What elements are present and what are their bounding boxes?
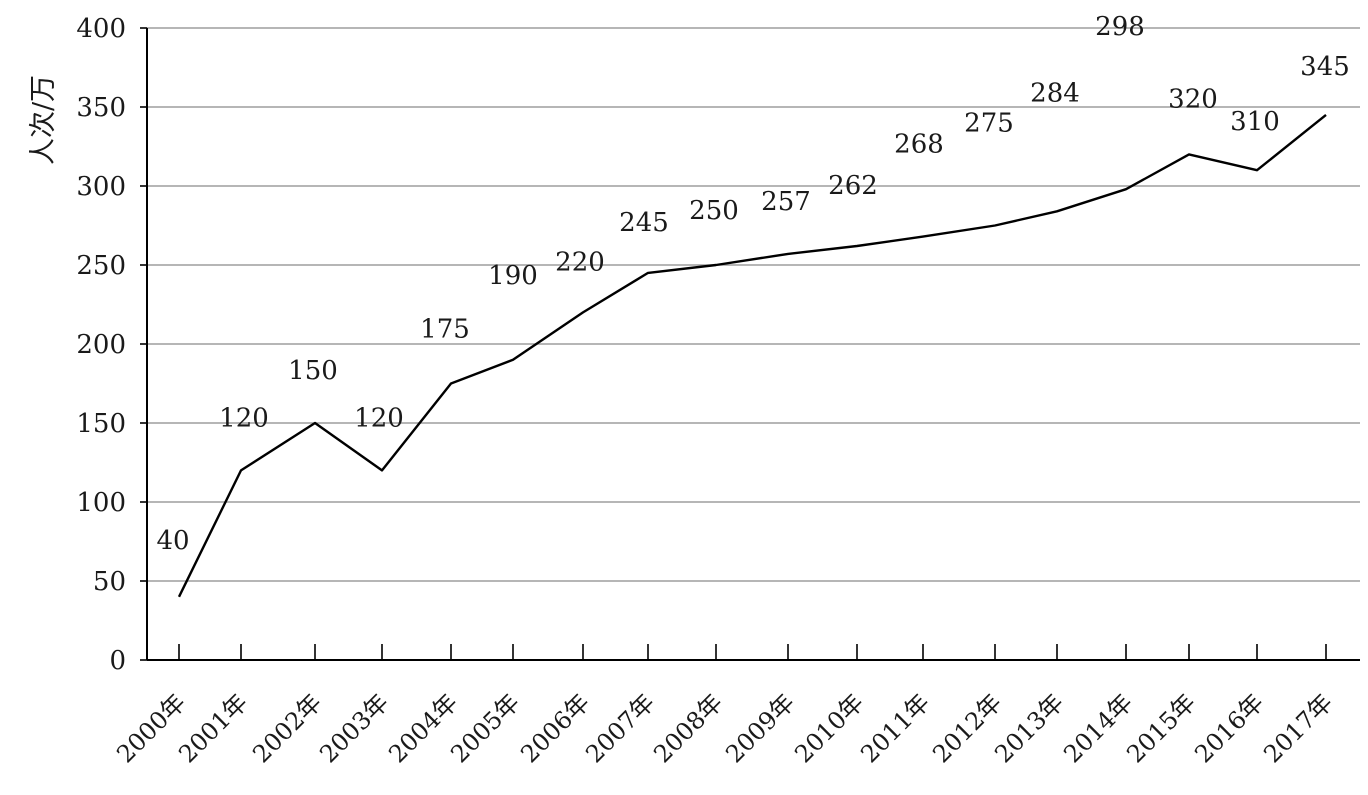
y-tick-label: 100 (76, 488, 126, 518)
x-tick-label: 2014年 (1058, 688, 1138, 768)
data-label: 150 (288, 356, 338, 386)
y-tick-label: 200 (76, 330, 126, 360)
data-label: 262 (828, 171, 878, 201)
data-label: 284 (1030, 78, 1080, 108)
data-label: 175 (420, 315, 470, 345)
data-label: 120 (354, 403, 404, 433)
x-tick-label: 2010年 (789, 688, 869, 768)
y-tick-label: 150 (76, 409, 126, 439)
data-label: 345 (1300, 52, 1350, 82)
y-tick-label: 400 (76, 14, 126, 44)
gridlines (147, 27, 1360, 582)
data-labels: 40 120 150 120 175 190 220 245 250 257 262 268 275 28… (156, 12, 1349, 556)
x-tick-label: 2012年 (927, 688, 1007, 768)
data-label: 120 (219, 403, 269, 433)
x-tick-label: 2009年 (720, 688, 800, 768)
series (177, 113, 1327, 598)
data-label: 298 (1095, 12, 1145, 42)
x-tick-label: 2006年 (515, 688, 595, 768)
x-tick-label: 2000年 (111, 688, 191, 768)
y-tick-label: 300 (76, 172, 126, 202)
x-tick-label: 2007年 (580, 688, 660, 768)
data-label: 245 (619, 208, 669, 238)
y-tick-label: 50 (93, 567, 126, 597)
x-tick-label: 2004年 (383, 688, 463, 768)
y-tick-label: 0 (109, 646, 126, 676)
data-label: 220 (555, 247, 605, 277)
x-tick-label: 2017年 (1258, 688, 1338, 768)
data-label: 190 (488, 261, 538, 291)
y-axis-title: 人次/万 (28, 75, 59, 165)
x-tick-label: 2002年 (247, 688, 327, 768)
data-label: 268 (894, 130, 944, 160)
x-tick-label: 2003年 (314, 688, 394, 768)
x-tick-label: 2013年 (989, 688, 1069, 768)
data-label: 250 (689, 196, 739, 226)
y-tick-label: 250 (76, 251, 126, 281)
series-line (177, 113, 1327, 598)
y-tick-labels: 0 50 100 150 200 250 300 350 400 (76, 14, 147, 676)
x-tick-label: 2008年 (648, 688, 728, 768)
x-tick-label: 2016年 (1189, 688, 1269, 768)
x-tick-label: 2005年 (445, 688, 525, 768)
data-label: 310 (1230, 107, 1280, 137)
data-label: 275 (964, 109, 1014, 139)
x-tick-label: 2015年 (1121, 688, 1201, 768)
y-tick-label: 350 (76, 93, 126, 123)
x-tick-labels: 2000年2001年2002年2003年2004年2005年2006年2007年… (111, 644, 1338, 768)
x-tick-label: 2001年 (173, 688, 253, 768)
data-label: 320 (1168, 84, 1218, 114)
data-label: 257 (761, 187, 811, 217)
data-label: 40 (156, 526, 189, 556)
x-tick-label: 2011年 (855, 688, 935, 768)
